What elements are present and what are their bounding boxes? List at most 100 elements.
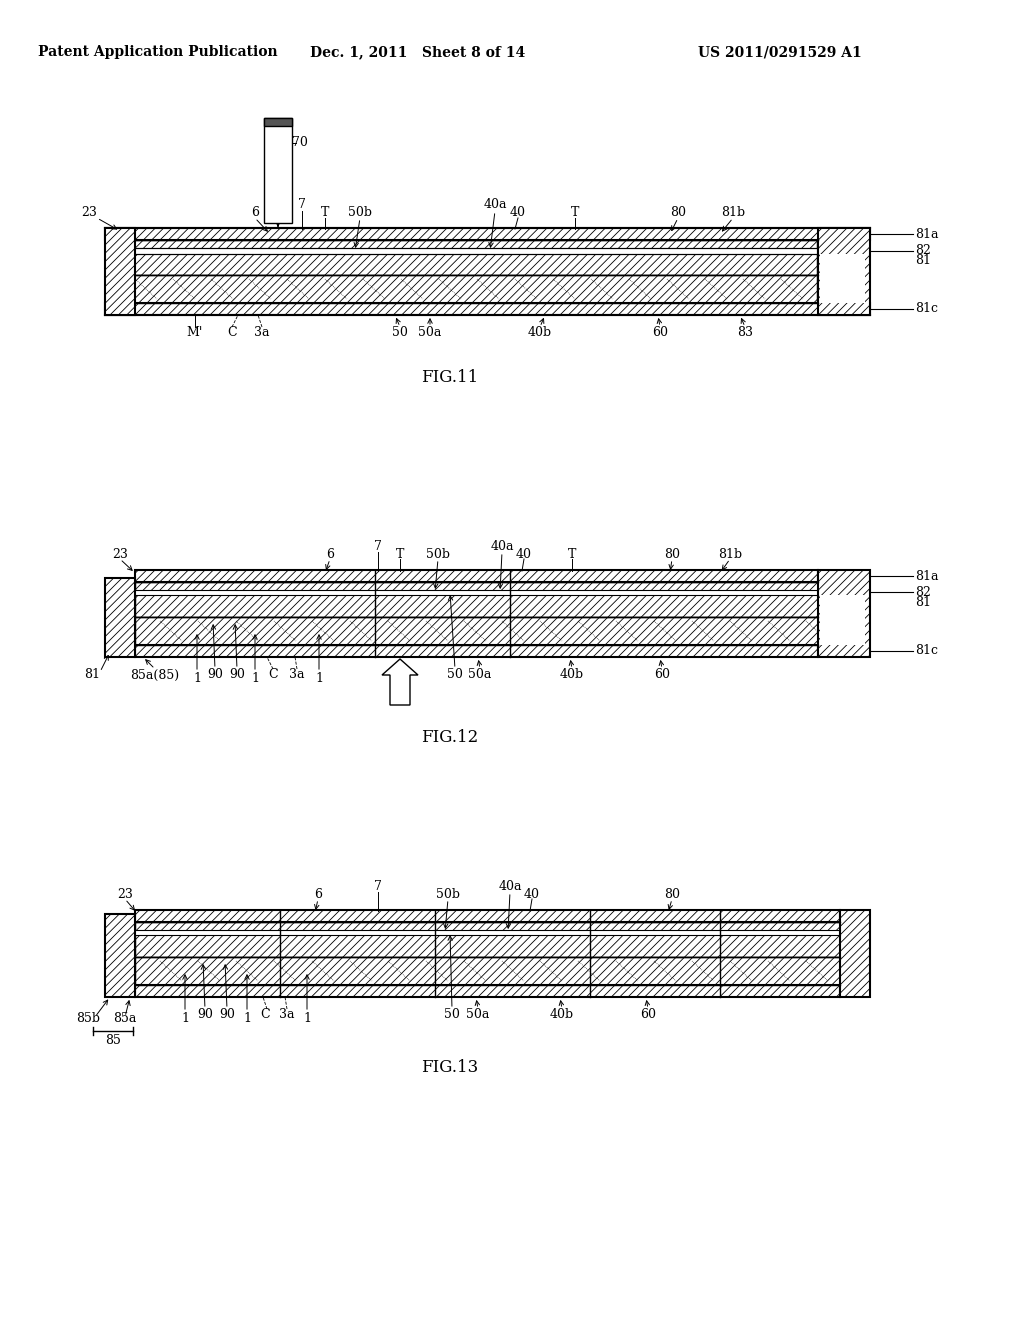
Text: 1: 1 xyxy=(243,1011,251,1024)
Text: T: T xyxy=(321,206,329,219)
Text: 40a: 40a xyxy=(490,540,514,553)
Text: 85a: 85a xyxy=(114,1012,136,1026)
Bar xyxy=(106,248,817,253)
Bar xyxy=(135,616,818,645)
Bar xyxy=(135,985,840,997)
Text: 50a: 50a xyxy=(419,326,441,339)
Bar xyxy=(264,117,292,125)
Bar xyxy=(106,240,817,275)
Text: FIG.11: FIG.11 xyxy=(421,370,478,387)
Text: 1: 1 xyxy=(193,672,201,685)
Text: 50b: 50b xyxy=(348,206,372,219)
Text: 81c: 81c xyxy=(915,644,938,657)
Text: 3a: 3a xyxy=(289,668,305,681)
Bar xyxy=(135,582,818,616)
Bar xyxy=(264,117,292,223)
Text: 3a: 3a xyxy=(280,1008,295,1022)
Text: 6: 6 xyxy=(326,548,334,561)
Text: 50b: 50b xyxy=(436,887,460,900)
Text: 50: 50 xyxy=(392,326,408,339)
Text: 6: 6 xyxy=(314,887,322,900)
Text: 81b: 81b xyxy=(721,206,745,219)
Text: Patent Application Publication: Patent Application Publication xyxy=(38,45,278,59)
Bar xyxy=(135,570,818,582)
Text: C: C xyxy=(260,1008,269,1022)
Text: 90: 90 xyxy=(197,1008,213,1022)
Text: 50a: 50a xyxy=(468,668,492,681)
Text: 40a: 40a xyxy=(483,198,507,211)
Text: 40a: 40a xyxy=(499,879,522,892)
Text: 50: 50 xyxy=(447,668,463,681)
Text: 60: 60 xyxy=(654,668,670,681)
Text: T: T xyxy=(568,548,577,561)
Text: FIG.12: FIG.12 xyxy=(421,729,478,746)
Text: 40b: 40b xyxy=(550,1008,574,1022)
Text: 23: 23 xyxy=(81,206,97,219)
Text: US 2011/0291529 A1: US 2011/0291529 A1 xyxy=(698,45,862,59)
Bar xyxy=(840,909,870,997)
Text: 85: 85 xyxy=(105,1035,121,1048)
Text: 81b: 81b xyxy=(718,548,742,561)
Text: T: T xyxy=(570,206,580,219)
Text: 60: 60 xyxy=(652,326,668,339)
Text: 81: 81 xyxy=(84,668,100,681)
Text: 80: 80 xyxy=(664,887,680,900)
Text: 6: 6 xyxy=(251,206,259,219)
Bar xyxy=(135,931,840,935)
Text: 7: 7 xyxy=(374,540,382,553)
Text: 7: 7 xyxy=(374,879,382,892)
Text: 1: 1 xyxy=(303,1011,311,1024)
Bar xyxy=(135,645,818,657)
Text: 1: 1 xyxy=(315,672,323,685)
Text: 90: 90 xyxy=(229,668,245,681)
Bar xyxy=(105,228,135,315)
Text: 40: 40 xyxy=(516,548,532,561)
Text: 80: 80 xyxy=(664,548,680,561)
Text: M': M' xyxy=(186,326,203,339)
Bar xyxy=(105,228,870,240)
Bar xyxy=(135,590,818,595)
Bar xyxy=(106,275,817,304)
Text: 81: 81 xyxy=(915,253,931,267)
Text: 90: 90 xyxy=(207,668,223,681)
Text: 81a: 81a xyxy=(915,569,939,582)
Text: 1: 1 xyxy=(251,672,259,685)
Text: 81a: 81a xyxy=(915,227,939,240)
Bar xyxy=(135,909,840,921)
Text: 1: 1 xyxy=(181,1011,189,1024)
Text: 50b: 50b xyxy=(426,548,450,561)
Text: 23: 23 xyxy=(112,548,128,561)
Bar xyxy=(105,304,870,315)
Text: 60: 60 xyxy=(640,1008,656,1022)
Text: 50: 50 xyxy=(444,1008,460,1022)
Text: 85b: 85b xyxy=(76,1012,100,1026)
Text: 40: 40 xyxy=(524,887,540,900)
Bar xyxy=(135,921,840,957)
Text: 70: 70 xyxy=(292,136,308,149)
Text: 80: 80 xyxy=(670,206,686,219)
Bar xyxy=(818,228,870,315)
Bar xyxy=(105,913,135,997)
Bar xyxy=(818,570,870,657)
Text: 50a: 50a xyxy=(466,1008,489,1022)
Text: 3a: 3a xyxy=(254,326,269,339)
Text: 90: 90 xyxy=(219,1008,234,1022)
Text: 40: 40 xyxy=(510,206,526,219)
Text: 40b: 40b xyxy=(528,326,552,339)
Text: Dec. 1, 2011   Sheet 8 of 14: Dec. 1, 2011 Sheet 8 of 14 xyxy=(310,45,525,59)
Text: 7: 7 xyxy=(298,198,306,211)
Text: 83: 83 xyxy=(737,326,753,339)
Bar xyxy=(105,578,135,657)
Text: C: C xyxy=(227,326,237,339)
Text: T: T xyxy=(396,548,404,561)
Bar xyxy=(135,957,840,985)
Text: 81: 81 xyxy=(915,595,931,609)
Text: 85a(85): 85a(85) xyxy=(130,668,179,681)
Text: 82: 82 xyxy=(915,586,931,598)
Text: 40b: 40b xyxy=(560,668,584,681)
Text: 23: 23 xyxy=(117,887,133,900)
Bar xyxy=(820,253,865,304)
Text: FIG.13: FIG.13 xyxy=(421,1059,478,1076)
Bar xyxy=(820,595,865,645)
Text: 81c: 81c xyxy=(915,302,938,315)
